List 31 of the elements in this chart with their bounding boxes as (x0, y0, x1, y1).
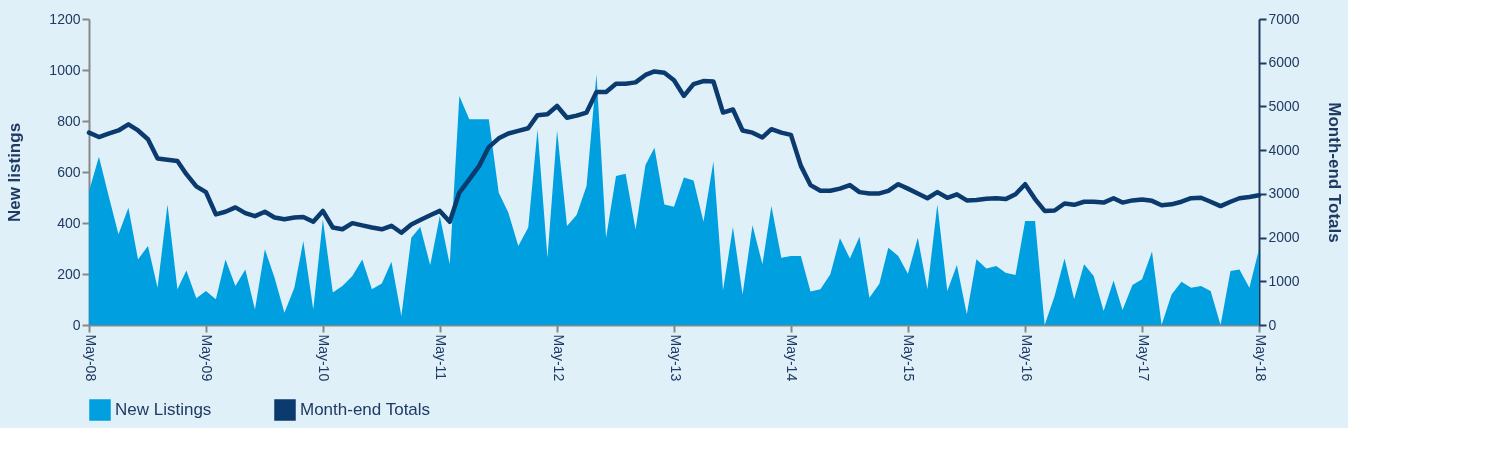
y2-tick-label: 0 (1268, 316, 1277, 333)
x-tick-label: May-09 (199, 334, 216, 382)
y2-axis-title: Month-end Totals (1324, 102, 1344, 243)
x-tick-label: May-10 (316, 334, 333, 382)
y2-tick-label: 4000 (1268, 141, 1300, 158)
x-tick-label: May-11 (433, 334, 450, 381)
y-tick-label: 600 (57, 163, 81, 180)
x-tick-label: May-16 (1018, 334, 1035, 382)
x-tick-label: May-14 (784, 334, 801, 382)
y-axis-title: New listings (5, 122, 25, 223)
x-tick-label: May-13 (667, 334, 684, 382)
x-tick-label: May-12 (550, 334, 567, 382)
y2-tick-label: 2000 (1268, 229, 1300, 246)
y-tick-label: 400 (57, 214, 81, 231)
y-tick-label: 0 (72, 316, 81, 333)
y-tick-label: 800 (57, 112, 81, 129)
x-tick-label: May-15 (901, 334, 918, 382)
x-tick-label: May-17 (1135, 334, 1152, 382)
x-tick-label: May-08 (82, 334, 99, 382)
y2-tick-label: 5000 (1268, 97, 1300, 114)
y2-tick-label: 7000 (1268, 10, 1300, 27)
y2-tick-label: 3000 (1268, 185, 1300, 202)
y2-tick-label: 6000 (1268, 54, 1300, 71)
legend-label: New Listings (115, 400, 212, 419)
x-tick-label: May-18 (1252, 334, 1269, 382)
legend-label: Month-end Totals (300, 400, 431, 419)
y-tick-label: 200 (57, 265, 81, 282)
y2-tick-label: 1000 (1268, 272, 1300, 289)
line-series (86, 69, 1262, 236)
y-tick-label: 1000 (49, 61, 81, 78)
y-tick-label: 1200 (49, 10, 81, 27)
